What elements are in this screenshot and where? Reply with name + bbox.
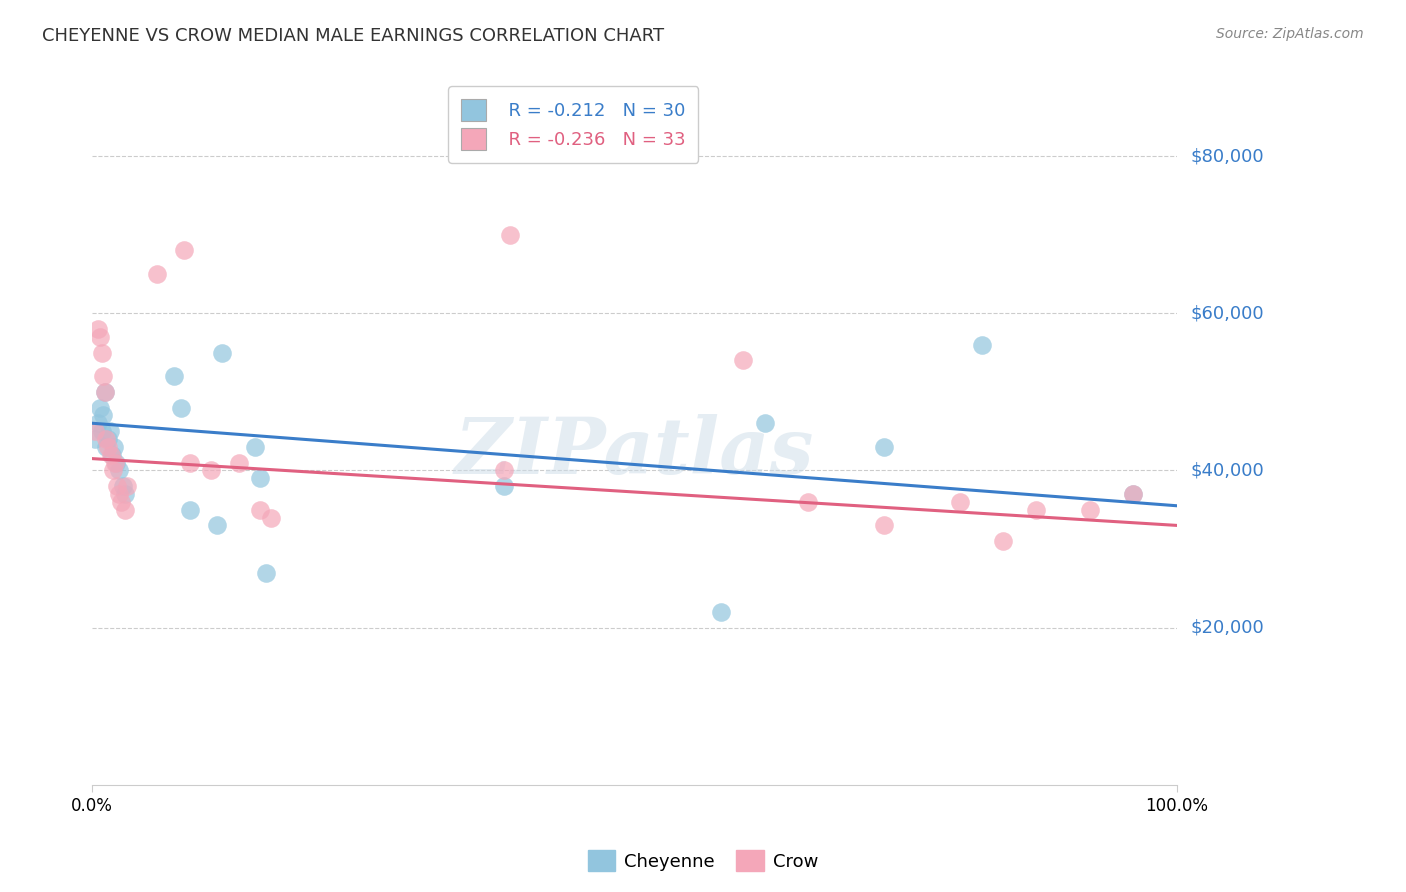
Point (211, 345, 233, 359)
Point (114, 502, 136, 516)
Legend: Cheyenne, Crow: Cheyenne, Crow (581, 843, 825, 879)
Point (84, 424, 107, 438)
Point (179, 502, 201, 516)
Legend:   R = -0.212   N = 30,   R = -0.236   N = 33: R = -0.212 N = 30, R = -0.236 N = 33 (449, 87, 699, 163)
Point (108, 487, 131, 501)
Point (797, 495, 820, 509)
Point (1122, 487, 1144, 501)
Point (970, 337, 993, 351)
Point (98, 424, 121, 438)
Point (100, 448, 122, 462)
Point (249, 502, 271, 516)
Point (110, 495, 132, 509)
Text: ZIPatlas: ZIPatlas (454, 414, 814, 491)
Point (205, 518, 228, 533)
Point (108, 463, 131, 477)
Point (100, 448, 122, 462)
Point (179, 456, 201, 470)
Point (84, 432, 107, 446)
Point (1025, 502, 1047, 516)
Text: $60,000: $60,000 (1191, 304, 1264, 322)
Point (243, 440, 266, 454)
Point (94, 384, 117, 399)
Point (249, 471, 271, 485)
Point (105, 456, 128, 470)
Point (91, 424, 114, 438)
Point (86, 416, 108, 430)
Point (494, 463, 516, 477)
Text: Source: ZipAtlas.com: Source: ZipAtlas.com (1216, 27, 1364, 41)
Point (993, 534, 1015, 549)
Point (96, 440, 118, 454)
Text: $80,000: $80,000 (1191, 147, 1264, 165)
Point (86, 322, 108, 336)
Point (200, 463, 222, 477)
Point (754, 416, 776, 430)
Text: $20,000: $20,000 (1191, 618, 1264, 637)
Point (97, 432, 120, 446)
Point (162, 369, 184, 384)
Point (91, 345, 114, 359)
Point (97, 440, 120, 454)
Point (89, 401, 111, 415)
Point (260, 510, 283, 524)
Point (1122, 487, 1144, 501)
Point (103, 440, 125, 454)
Point (873, 518, 896, 533)
Point (873, 440, 896, 454)
Point (89, 330, 111, 344)
Point (1078, 502, 1101, 516)
Point (731, 353, 754, 368)
Point (101, 463, 124, 477)
Text: CHEYENNE VS CROW MEDIAN MALE EARNINGS CORRELATION CHART: CHEYENNE VS CROW MEDIAN MALE EARNINGS CO… (42, 27, 664, 45)
Text: $40,000: $40,000 (1191, 461, 1264, 479)
Point (114, 487, 136, 501)
Point (111, 479, 134, 493)
Point (254, 566, 277, 580)
Point (115, 479, 138, 493)
Point (499, 227, 522, 242)
Point (96, 432, 118, 446)
Point (494, 479, 516, 493)
Point (105, 479, 128, 493)
Point (228, 456, 250, 470)
Point (94, 384, 117, 399)
Point (949, 495, 972, 509)
Point (173, 244, 195, 258)
Point (170, 401, 193, 415)
Point (104, 456, 127, 470)
Point (91, 369, 114, 384)
Point (91, 409, 114, 423)
Point (710, 605, 733, 619)
Point (146, 267, 169, 281)
